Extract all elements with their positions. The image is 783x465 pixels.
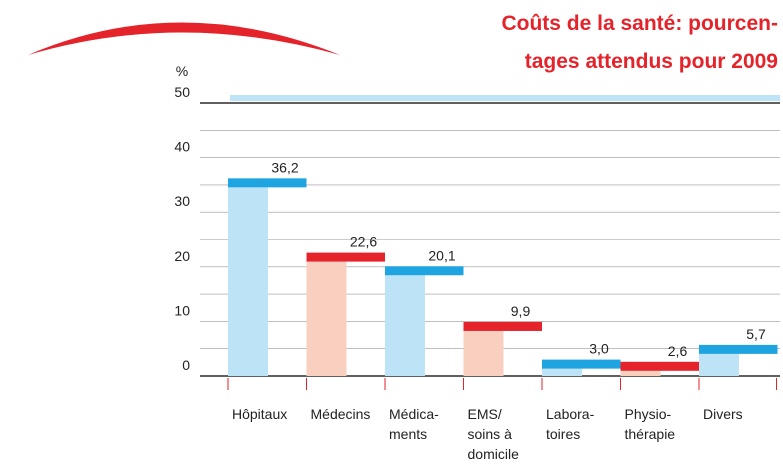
label-line: Médecins: [311, 406, 371, 422]
label-line: Physio-: [625, 406, 672, 422]
value-label: 2,6: [668, 343, 688, 359]
bar: [699, 354, 739, 376]
bar-cap: [621, 362, 700, 371]
label-line: EMS/: [468, 406, 502, 422]
value-label: 5,7: [746, 326, 766, 342]
value-label: 22,6: [350, 234, 377, 250]
label-line: Hôpitaux: [232, 406, 287, 422]
x-tick-label: Physio-thérapie: [625, 406, 676, 442]
label-line: thérapie: [625, 426, 676, 442]
y-tick-label: 10: [174, 302, 190, 318]
x-tick-label: EMS/soins à domicile: [468, 406, 520, 462]
bar-cap: [464, 322, 543, 331]
label-line: Labora-: [546, 406, 595, 422]
chart: Coûts de la santé: pourcen- tages attend…: [0, 0, 783, 465]
bar-cap: [699, 345, 778, 354]
y-tick-label: 40: [174, 139, 190, 155]
label-line: ments: [389, 426, 427, 442]
bar-cap: [228, 178, 307, 187]
label-line: Médica-: [389, 406, 439, 422]
bar: [542, 369, 582, 376]
x-tick-label: Médecins: [311, 406, 371, 422]
bar: [621, 371, 661, 376]
y-tick-label: 30: [174, 193, 190, 209]
top-band: [230, 95, 780, 101]
bar: [307, 262, 347, 376]
bar: [228, 187, 268, 376]
y-axis-label: %: [176, 63, 188, 79]
swoosh: [28, 23, 340, 56]
y-tick-label: 0: [182, 357, 190, 373]
bar-cap: [385, 266, 464, 275]
chart-title: Coûts de la santé: pourcen-: [501, 12, 778, 35]
bar-cap: [307, 253, 386, 262]
x-tick-label: Médica-ments: [389, 406, 439, 442]
value-label: 36,2: [271, 159, 298, 175]
x-tick-label: Labora-toires: [546, 406, 595, 442]
y-tick-label: 20: [174, 248, 190, 264]
label-line: domicile: [468, 446, 520, 462]
y-tick-label: 50: [174, 84, 190, 100]
bar-cap: [542, 360, 621, 369]
x-tick-label: Hôpitaux: [232, 406, 287, 422]
value-label: 9,9: [511, 303, 531, 319]
label-line: toires: [546, 426, 580, 442]
chart-title: tages attendus pour 2009: [525, 50, 778, 73]
value-label: 20,1: [428, 247, 455, 263]
x-tick-label: Divers: [703, 406, 743, 422]
label-line: soins à: [468, 426, 513, 442]
bar: [464, 331, 504, 376]
bar: [385, 275, 425, 376]
label-line: Divers: [703, 406, 743, 422]
value-label: 3,0: [589, 341, 609, 357]
